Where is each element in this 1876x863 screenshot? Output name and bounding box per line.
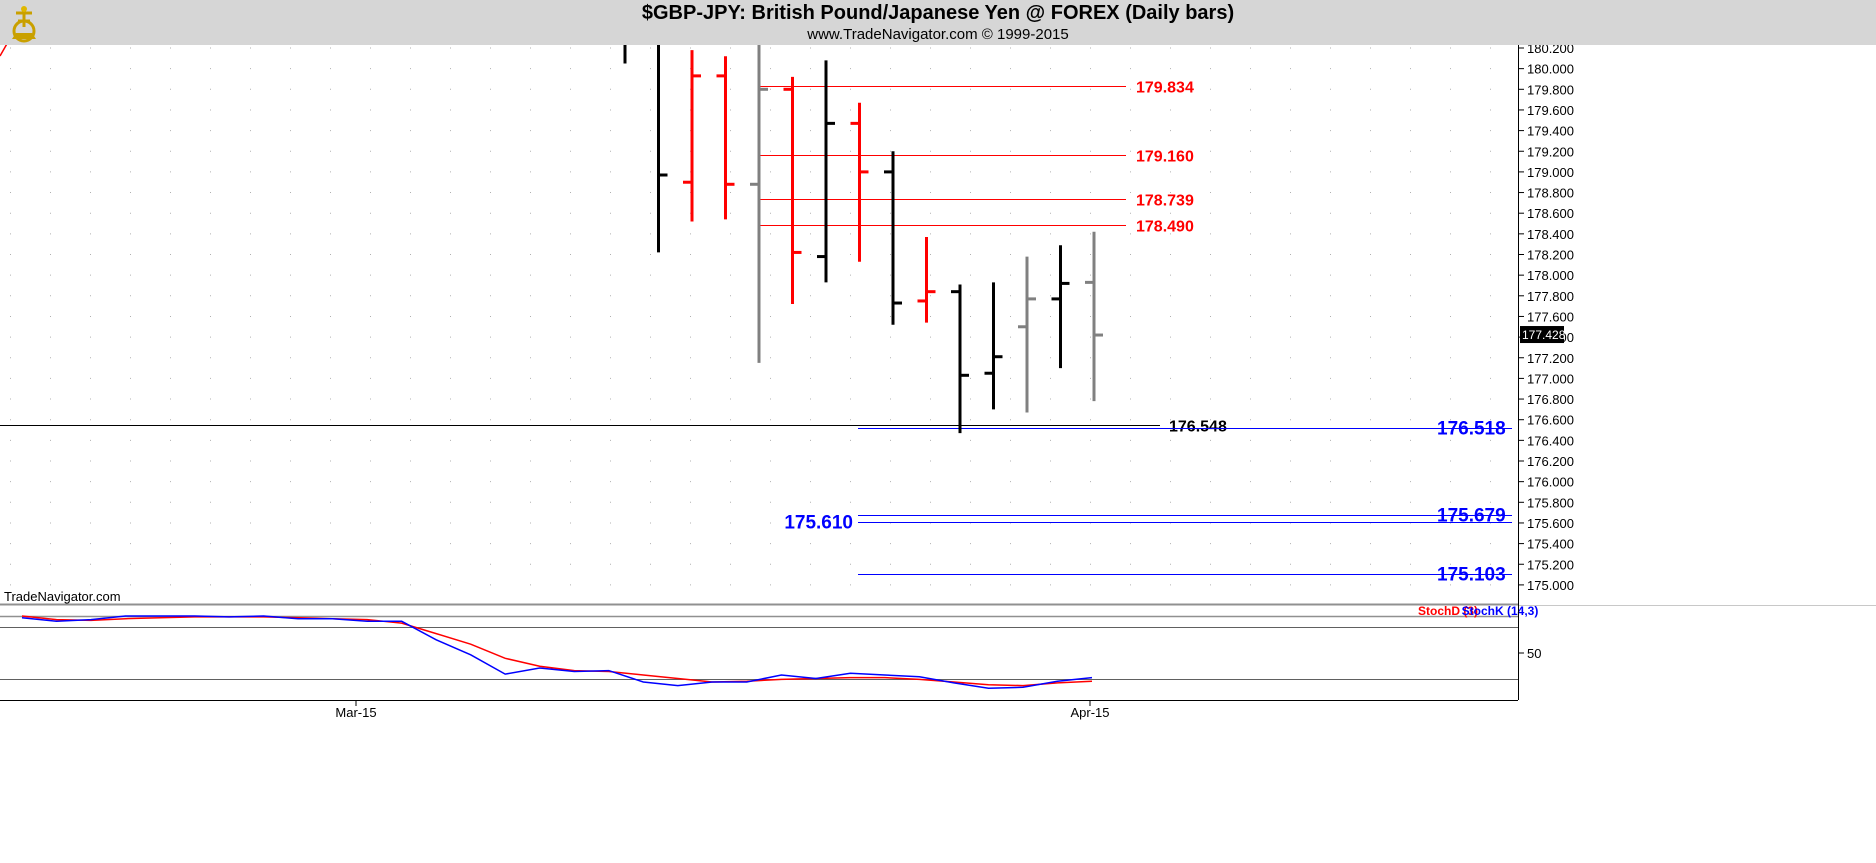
level-label: 175.679 — [1437, 506, 1506, 527]
price-tick-label: 179.200 — [1527, 144, 1574, 159]
stoch-line-d — [21, 615, 1093, 687]
stoch-line-k — [21, 615, 1093, 689]
price-tick-label: 176.400 — [1527, 433, 1574, 448]
stoch-tick-label: 50 — [1527, 646, 1541, 661]
legend-stochd: StochD (3) — [1418, 604, 1478, 618]
price-tick-label: 175.800 — [1527, 495, 1574, 510]
price-tick-label: 178.400 — [1527, 227, 1574, 242]
stochastic-panel: TradeNavigator.com StochD (3)StochK (14,3… — [0, 589, 1876, 826]
price-tick-label: 179.000 — [1527, 165, 1574, 180]
price-tick-label: 179.600 — [1527, 103, 1574, 118]
date-tick-label: Apr-15 — [1070, 705, 1109, 720]
level-label: 179.834 — [1136, 80, 1194, 97]
chart-title: $GBP-JPY: British Pound/Japanese Yen @ F… — [641, 2, 1235, 24]
price-tick-label: 176.600 — [1527, 413, 1574, 428]
price-tick-label: 177.800 — [1527, 289, 1574, 304]
level-label: 176.548 — [1169, 419, 1227, 436]
level-label: 176.518 — [1437, 419, 1506, 440]
date-axis: Mar-15 Apr-15 — [0, 700, 1876, 863]
price-tick-label: 178.600 — [1527, 206, 1574, 221]
date-tick-label: Mar-15 — [335, 705, 376, 720]
last-price-label: 177.428 — [1522, 328, 1566, 342]
price-tick-label: 179.400 — [1527, 124, 1574, 139]
price-tick-label: 177.000 — [1527, 371, 1574, 386]
chart-header: $GBP-JPY: British Pound/Japanese Yen @ F… — [0, 0, 1876, 45]
price-tick-label: 178.800 — [1527, 186, 1574, 201]
watermark-label: TradeNavigator.com — [4, 589, 121, 604]
grid-dots — [10, 47, 1517, 586]
price-tick-label: 177.600 — [1527, 309, 1574, 324]
last-price-badge — [1520, 326, 1564, 344]
price-tick-label: 175.200 — [1527, 557, 1574, 572]
price-tick-label: 176.000 — [1527, 475, 1574, 490]
price-tick-label: 175.600 — [1527, 516, 1574, 531]
level-label: 175.610 — [784, 513, 853, 534]
legend-stochk: StochK (14,3) — [1462, 604, 1539, 618]
level-label: 178.739 — [1136, 193, 1194, 210]
price-tick-label: 177.200 — [1527, 351, 1574, 366]
price-axis: 180.200180.000179.800179.600179.400179.2… — [1518, 41, 1876, 700]
level-label: 175.103 — [1437, 565, 1506, 586]
price-tick-label: 175.400 — [1527, 537, 1574, 552]
level-label: 178.490 — [1136, 219, 1194, 236]
price-axis-bg — [1518, 45, 1876, 605]
price-tick-label: 179.800 — [1527, 82, 1574, 97]
price-tick-label: 176.800 — [1527, 392, 1574, 407]
price-tick-label: 180.000 — [1527, 62, 1574, 77]
price-tick-label: 178.000 — [1527, 268, 1574, 283]
chart-subtitle: www.TradeNavigator.com © 1999-2015 — [807, 26, 1069, 43]
date-axis-bg — [0, 701, 1876, 863]
price-tick-label: 178.200 — [1527, 248, 1574, 263]
level-label: 179.160 — [1136, 149, 1194, 166]
tradenavigator-logo-icon — [4, 3, 44, 43]
price-bars — [0, 36, 1103, 434]
price-tick-label: 175.000 — [1527, 578, 1574, 593]
price-tick-label: 176.200 — [1527, 454, 1574, 469]
level-lines: 179.834 179.160 178.739 178.490 176.548 176.5… — [0, 80, 1512, 586]
